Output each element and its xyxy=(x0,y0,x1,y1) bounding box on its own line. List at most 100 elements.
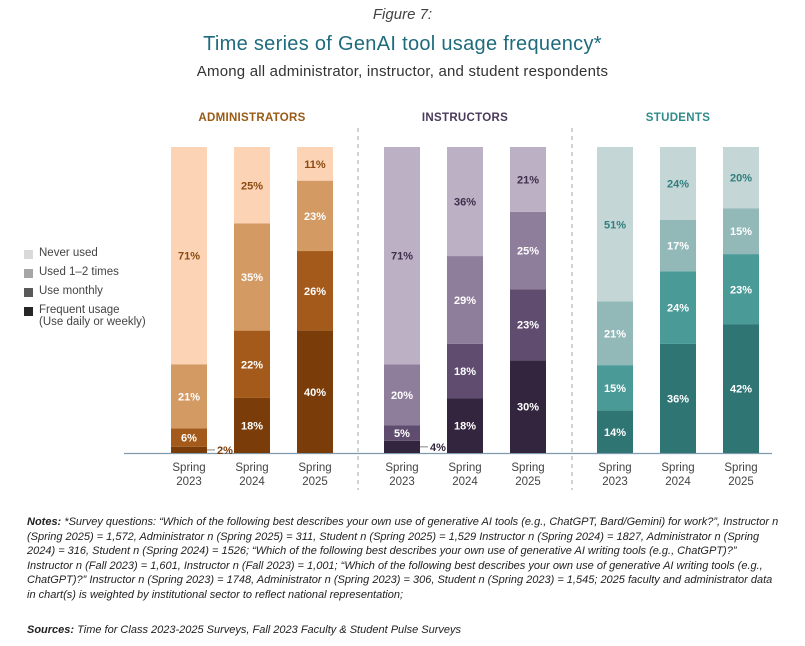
data-label: 18% xyxy=(454,366,476,378)
bar-segment xyxy=(660,271,696,344)
category-label: 2023 xyxy=(602,476,628,488)
bar-segment xyxy=(297,251,333,331)
data-label: 6% xyxy=(181,433,197,445)
bar-segment xyxy=(660,147,696,220)
bar-segment xyxy=(660,343,696,453)
category-label: Spring xyxy=(661,462,694,474)
chart-title: Time series of GenAI tool usage frequenc… xyxy=(203,33,602,55)
bar-segment xyxy=(510,147,546,212)
bar-segment xyxy=(447,398,483,453)
data-label: 40% xyxy=(304,387,326,399)
bar-segment xyxy=(597,301,633,366)
data-label: 2% xyxy=(217,445,233,457)
data-label: 14% xyxy=(604,427,626,439)
legend-label: Never used xyxy=(39,247,98,259)
notes-text: *Survey questions: “Which of the followi… xyxy=(27,516,779,601)
category-label: Spring xyxy=(511,462,544,474)
bar-segment xyxy=(297,330,333,453)
category-label: Spring xyxy=(235,462,268,474)
bar-segment xyxy=(234,330,270,398)
data-label: 29% xyxy=(454,295,476,307)
bar-segment xyxy=(384,425,420,441)
group-label: ADMINISTRATORS xyxy=(198,112,305,124)
category-label: Spring xyxy=(298,462,331,474)
bar-segment xyxy=(171,147,207,365)
data-label: 36% xyxy=(667,393,689,405)
category-label: 2025 xyxy=(302,476,328,488)
legend-swatch xyxy=(24,250,33,259)
data-label: 18% xyxy=(454,421,476,433)
category-label: Spring xyxy=(598,462,631,474)
sources-label: Sources: xyxy=(27,624,75,636)
group-label: INSTRUCTORS xyxy=(422,112,508,124)
data-label: 26% xyxy=(304,286,326,298)
data-label: 11% xyxy=(304,159,326,171)
bar-segment xyxy=(597,365,633,411)
notes-label: Notes: xyxy=(27,516,62,528)
bar-segment xyxy=(234,147,270,224)
data-label: 24% xyxy=(667,303,689,315)
data-label: 15% xyxy=(730,226,752,238)
data-label: 4% xyxy=(430,442,446,454)
legend-swatch xyxy=(24,269,33,278)
data-label: 23% xyxy=(304,211,326,223)
data-label: 20% xyxy=(730,173,752,185)
category-label: 2024 xyxy=(665,476,691,488)
bar-segment xyxy=(171,428,207,447)
category-label: 2025 xyxy=(515,476,541,488)
bar-segment xyxy=(597,410,633,453)
bar-segment xyxy=(297,147,333,181)
bar-segment xyxy=(384,147,420,365)
sources-text: Time for Class 2023-2025 Surveys, Fall 2… xyxy=(77,624,462,636)
data-label: 21% xyxy=(178,391,200,403)
legend-swatch xyxy=(24,307,33,316)
bar-segment xyxy=(171,446,207,453)
data-label: 25% xyxy=(241,180,263,192)
data-label: 71% xyxy=(178,251,200,263)
data-label: 30% xyxy=(517,402,539,414)
legend-label: Use monthly xyxy=(39,285,103,297)
legend-item-used-1-2-times: Used 1–2 times xyxy=(24,266,146,278)
legend-label: Frequent usage xyxy=(39,304,120,316)
chart-subtitle: Among all administrator, instructor, and… xyxy=(196,63,609,80)
data-label: 35% xyxy=(241,272,263,284)
legend-sublabel: (Use daily or weekly) xyxy=(39,316,146,328)
bar-segment xyxy=(510,360,546,453)
legend-item-use-monthly: Use monthly xyxy=(24,285,146,297)
data-label: 18% xyxy=(241,420,263,432)
category-label: Spring xyxy=(448,462,481,474)
legend-item-never-used: Never used xyxy=(24,247,146,259)
bar-segment xyxy=(384,440,420,453)
bar-segment xyxy=(723,254,759,325)
bar-segment xyxy=(171,364,207,429)
legend-label: Used 1–2 times xyxy=(39,266,119,278)
bar-segment xyxy=(660,219,696,272)
data-label: 5% xyxy=(394,428,410,440)
notes: Notes: *Survey questions: “Which of the … xyxy=(27,515,782,602)
bar-segment xyxy=(447,147,483,257)
bar-segment xyxy=(234,397,270,453)
data-label: 21% xyxy=(604,328,626,340)
bar-segment xyxy=(510,289,546,361)
data-label: 36% xyxy=(454,197,476,209)
legend: Never used Used 1–2 times Use monthly Fr… xyxy=(24,247,146,335)
data-label: 51% xyxy=(604,219,626,231)
category-label: Spring xyxy=(724,462,757,474)
data-label: 23% xyxy=(517,320,539,332)
data-label: 42% xyxy=(730,384,752,396)
data-label: 22% xyxy=(241,359,263,371)
category-label: Spring xyxy=(385,462,418,474)
bar-segment xyxy=(447,256,483,344)
data-label: 71% xyxy=(391,251,413,263)
category-label: Spring xyxy=(172,462,205,474)
legend-swatch xyxy=(24,288,33,297)
bar-segment xyxy=(597,147,633,302)
category-label: 2025 xyxy=(728,476,754,488)
data-label: 20% xyxy=(391,390,413,402)
legend-item-frequent-usage: Frequent usage (Use daily or weekly) xyxy=(24,304,146,328)
bar-segment xyxy=(510,211,546,290)
bar-segment xyxy=(447,343,483,399)
category-label: 2023 xyxy=(176,476,202,488)
data-label: 17% xyxy=(667,240,689,252)
group-label: STUDENTS xyxy=(646,112,710,124)
